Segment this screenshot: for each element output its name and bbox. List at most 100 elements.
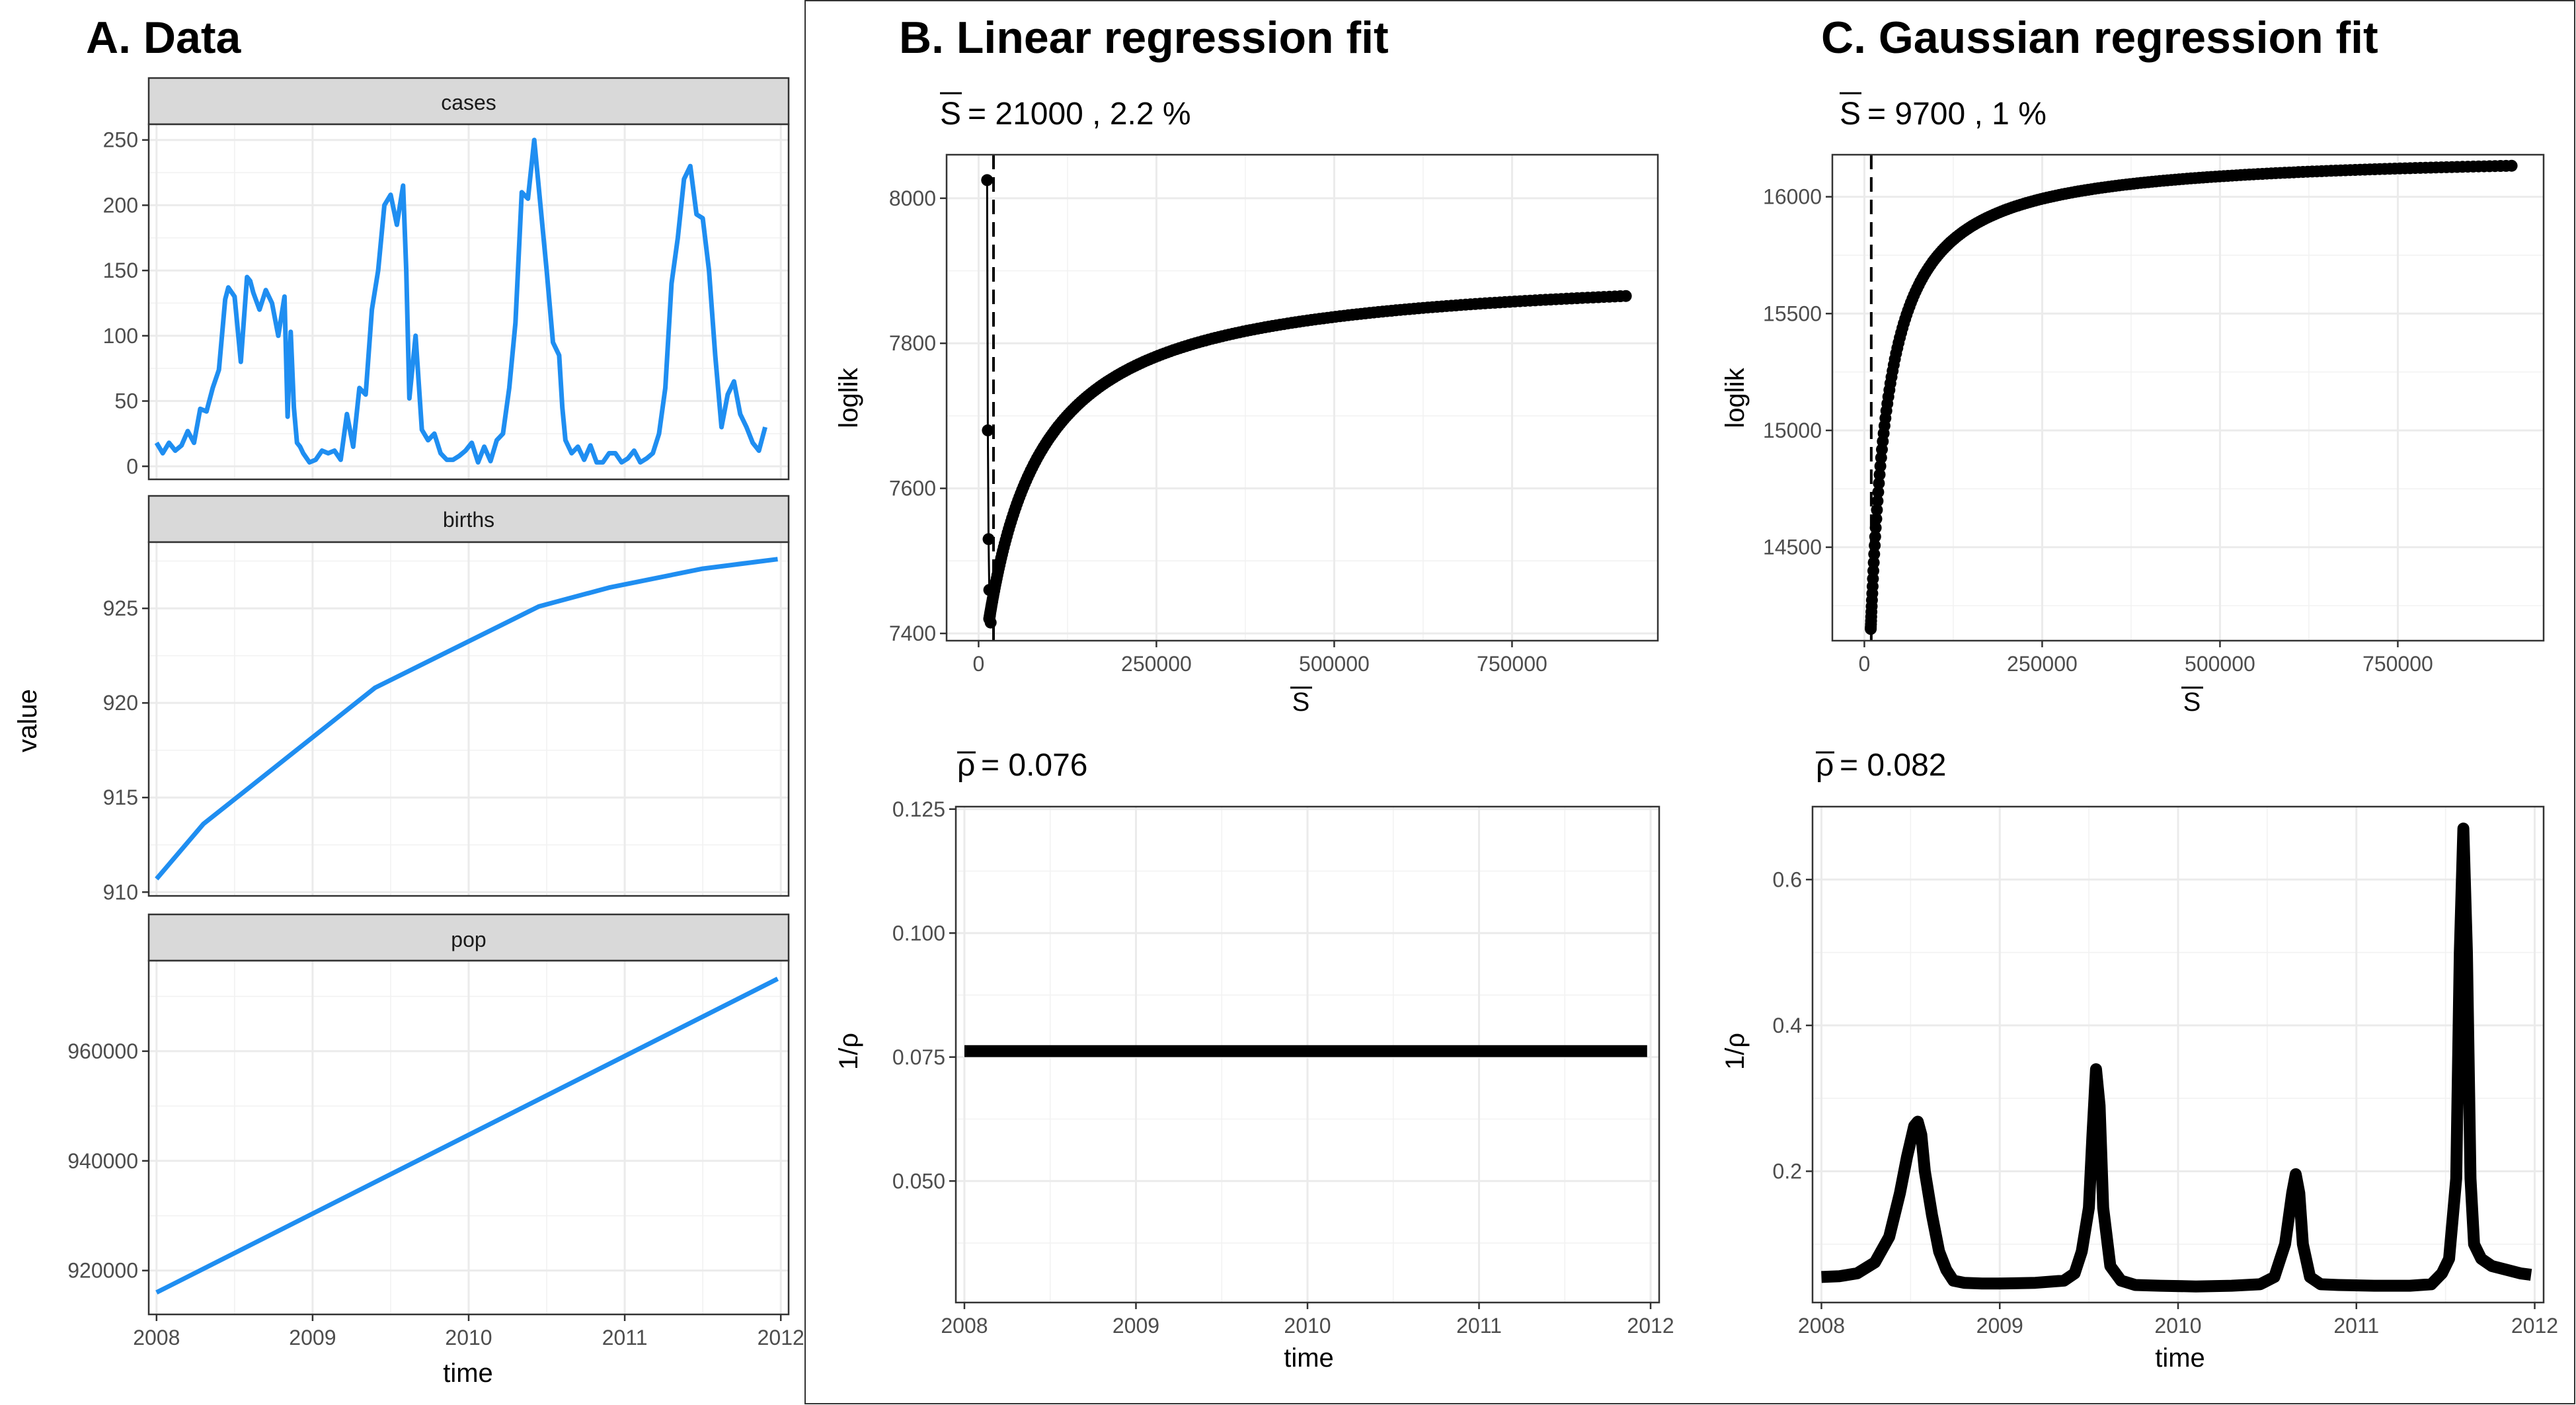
b_loglik-plot-area [947,155,1658,641]
cases-series-line [154,138,767,465]
cases-ytick-label: 150 [103,259,138,282]
svg-text:ρ: ρ [957,748,975,783]
c_loglik-xtick-label: 500000 [2185,652,2255,676]
b_rho-xtick-label: 2009 [1112,1314,1159,1338]
b_loglik-panel-border [945,153,1659,642]
b_rho-xtick-label: 2008 [941,1314,988,1338]
panel-c-rho: ρ = 0.082 [1816,748,1946,783]
c_loglik-point [1868,548,1881,561]
c_loglik-ytick-label: 16000 [1763,185,1822,209]
births-ytick-label: 910 [103,880,138,904]
c_loglik-xtick-label: 250000 [2007,652,2078,676]
c_loglik-point [1869,530,1881,543]
births-ytick-label: 920 [103,691,138,715]
c_loglik-ytick-label: 14500 [1763,536,1822,559]
c_rho-xtick-label: 2010 [2154,1314,2201,1338]
panel-b-top-xlabel: S [1290,686,1312,717]
pop-series-line [155,977,779,1295]
c_loglik-xtick-label: 0 [1859,652,1871,676]
c_loglik-point [1873,468,1886,481]
b_loglik-xtick-label: 750000 [1477,652,1547,676]
b_loglik-xtick-label: 250000 [1121,652,1192,676]
b_loglik-ytick-label: 7400 [889,622,936,645]
svg-text:S: S [2183,688,2201,717]
panel-c-top-ylabel: loglik [1721,367,1750,428]
c_loglik-ytick-label: 15500 [1763,301,1822,325]
panel-a-xlabel: time [443,1359,493,1388]
strip-pop [147,913,790,962]
c_rho-xtick-label: 2011 [2333,1314,2379,1338]
c_rho-xtick-label: 2008 [1798,1314,1845,1338]
births-ytick-label: 925 [103,596,138,620]
b_rho-xtick-label: 2012 [1627,1314,1674,1338]
facet-births: births 910 915 920 925 [103,495,790,904]
b_rho-xtick-label: 2011 [1456,1314,1502,1338]
c_loglik-xtick-label: 750000 [2362,652,2433,676]
panel-c-bottom-xlabel: time [2155,1344,2205,1373]
strip-cases [147,77,790,126]
svg-text:S: S [1840,97,1861,132]
pop-ytick-label: 920000 [67,1259,138,1283]
c_loglik-panel-border [1831,153,2545,642]
b_loglik-point [981,174,994,186]
c_rho-series-line [1821,823,2532,1293]
c_loglik-point [1870,512,1883,525]
b_loglik-point [982,533,995,545]
pop-xtick-label: 2009 [289,1326,336,1349]
svg-text:ρ: ρ [1816,748,1834,783]
cases-panel-border [147,123,790,481]
pop-xtick-label: 2008 [133,1326,180,1349]
panel-b-sbar: S = 21000 , 2.2 % [940,92,1191,132]
panel-b-title: B. Linear regression fit [899,13,1389,63]
births-ytick-label: 915 [103,785,138,809]
c_rho-xtick-label: 2009 [1976,1314,2023,1338]
b_loglik-ytick-label: 7800 [889,331,936,355]
panel-c-title: C. Gaussian regression fit [1821,13,2378,63]
svg-text:= 21000 , 2.2 %: = 21000 , 2.2 % [968,97,1191,132]
b_loglik-xtick-label: 0 [973,652,985,676]
pop-ytick-label: 940000 [67,1149,138,1173]
c_loglik-point [1871,504,1883,516]
cases-ytick-label: 50 [114,389,138,413]
c_loglik-point [1869,540,1881,551]
b_loglik-point [984,616,997,629]
panel-b-bottom-ylabel: 1/ρ [834,1033,863,1070]
b_rho-xtick-label: 2010 [1284,1314,1331,1338]
c_rho-ytick-label: 0.2 [1773,1159,1802,1183]
c_rho-ytick-label: 0.6 [1773,867,1802,891]
facet-cases: cases 0 50 100 150 200 250 [103,77,790,481]
c_loglik-point [1867,556,1880,569]
b_loglik-point [983,584,995,596]
births-series-line [155,557,778,881]
c_loglik-ytick-label: 15000 [1763,419,1822,442]
b_rho-ytick-label: 0.100 [892,921,945,945]
panel-c-top-xlabel: S [2181,686,2203,717]
c_rho-panel-border [1811,805,2545,1304]
pop-xtick-label: 2012 [758,1326,804,1349]
births-panel-border [147,541,790,897]
b_rho-panel-border [955,805,1660,1304]
panel-b-rho: ρ = 0.076 [957,748,1087,783]
panel-a-ylabel: value [13,689,42,752]
b_rho-ytick-label: 0.050 [892,1169,945,1193]
b_loglik-xtick-label: 500000 [1299,652,1370,676]
facet-pop: pop 920000 940000 960000 2008 2009 2010 2011 20… [67,913,804,1349]
c_loglik-plot-area [1832,155,2544,641]
b_loglik-ytick-label: 8000 [889,186,936,210]
c_loglik-point [1873,477,1885,489]
svg-text:S: S [1292,688,1310,717]
c_loglik-point [2505,159,2518,172]
cases-ytick-label: 0 [126,454,138,478]
panel-c-bottom-ylabel: 1/ρ [1721,1033,1750,1070]
cases-ytick-label: 250 [103,128,138,152]
pop-ytick-label: 960000 [67,1039,138,1063]
b_loglik-point [1620,290,1632,302]
panel-c-sbar: S = 9700 , 1 % [1840,92,2047,132]
c_loglik-point [1869,522,1882,534]
b_rho-ytick-label: 0.125 [892,797,945,821]
pop-xtick-label: 2010 [445,1326,492,1349]
strip-label-pop: pop [451,928,486,951]
svg-text:= 0.076: = 0.076 [981,748,1087,783]
b_loglik-point [982,424,994,436]
